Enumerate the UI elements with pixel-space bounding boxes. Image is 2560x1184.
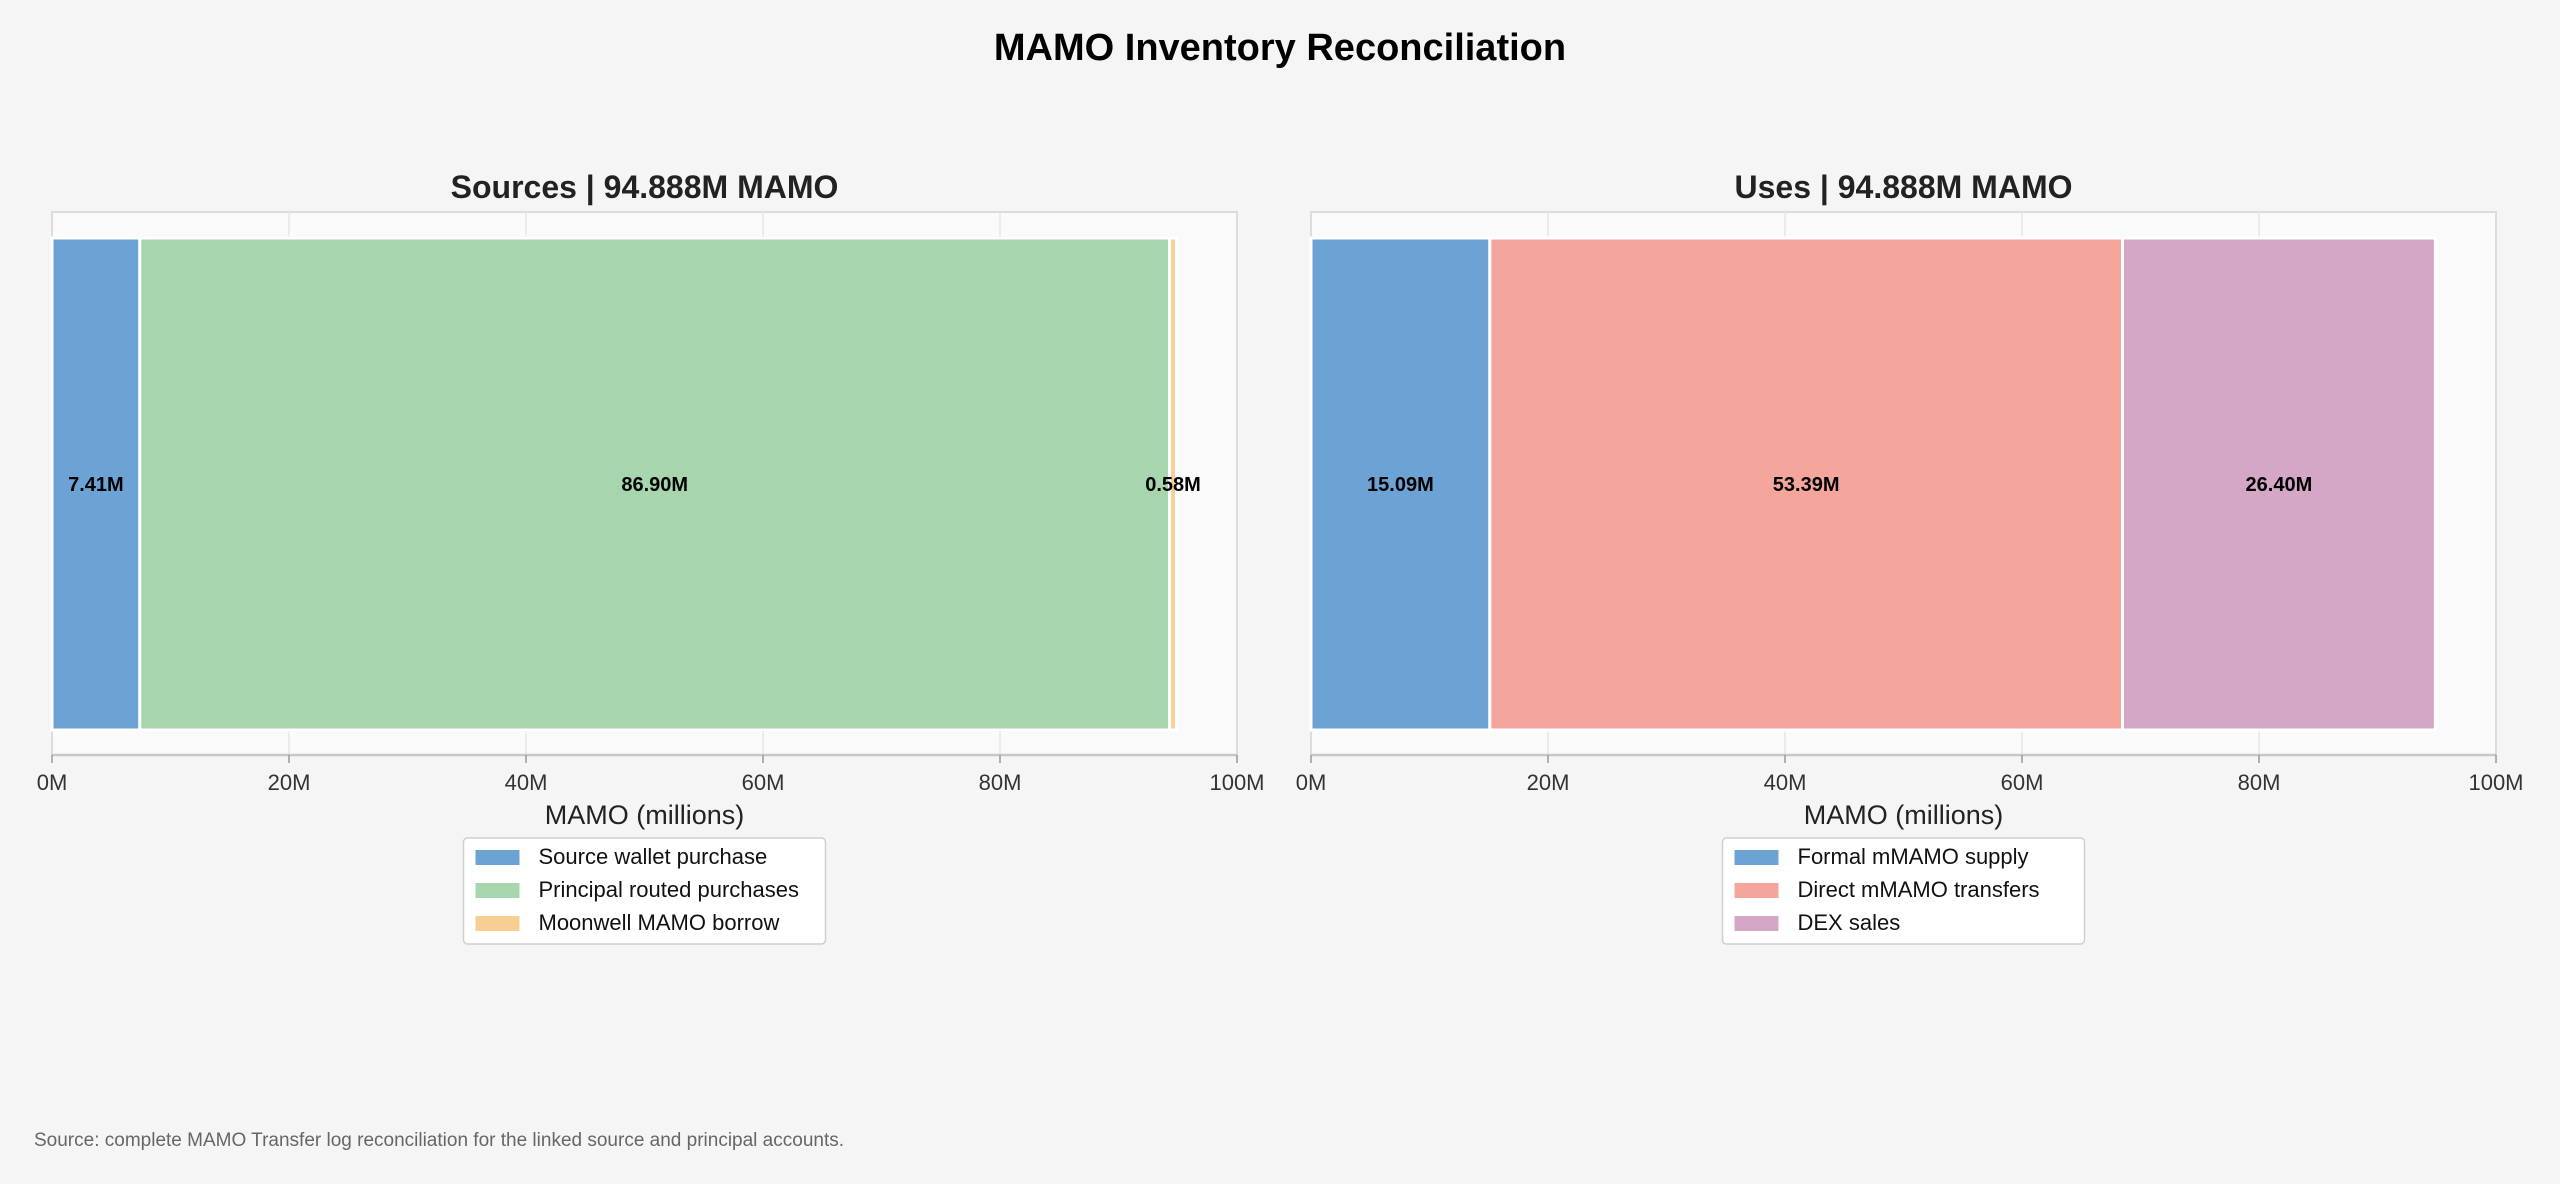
legend: Source wallet purchase Principal routed p… [462,837,827,945]
legend: Formal mMAMO supply Direct mMAMO transfer… [1721,837,2086,945]
legend-box [1721,837,2086,945]
chart-panel-1: 7.41M 86.90M 0.58M 0M 20M 40M 60M 80M 100M Source… [37,169,1265,945]
legend-label: Direct mMAMO transfers [1798,877,2040,902]
x-tick-label: 20M [1527,770,1570,795]
chart-title: MAMO Inventory Reconciliation [994,27,1566,69]
x-tick-label: 60M [742,770,785,795]
bar-segment-source-wallet-purchase [50,236,142,732]
data-label: 86.90M [621,474,688,496]
x-tick-label: 100M [1209,770,1264,795]
x-tick-label: 0M [1296,770,1327,795]
legend-box [462,837,827,945]
x-axis-label: MAMO (millions) [545,800,745,830]
panel-title: Uses | 94.888M MAMO [1735,169,2073,205]
x-tick-label: 20M [268,770,311,795]
legend-label: Principal routed purchases [539,877,799,902]
data-label: 53.39M [1773,474,1840,496]
legend-swatch [475,850,520,865]
x-tick-label: 40M [505,770,548,795]
legend-label: DEX sales [1798,910,1901,935]
bar-segment-principal-routed-purchases [138,236,1172,732]
bar-segment-dex-sales [2120,236,2437,732]
legend-swatch [1734,916,1779,931]
source-note: Source: complete MAMO Transfer log recon… [34,1130,844,1151]
data-label: 15.09M [1367,474,1434,496]
chart-panels: 7.41M 86.90M 0.58M 0M 20M 40M 60M 80M 100M Source… [37,169,2524,945]
legend-swatch [475,916,520,931]
x-tick-label: 0M [37,770,68,795]
legend-swatch [1734,883,1779,898]
legend-label: Source wallet purchase [539,844,768,869]
x-tick-label: 100M [2468,770,2523,795]
legend-label: Moonwell MAMO borrow [539,910,780,935]
data-label: 0.58M [1145,474,1201,496]
x-tick-label: 40M [1764,770,1807,795]
legend-swatch [475,883,520,898]
legend-swatch [1734,850,1779,865]
panel-title: Sources | 94.888M MAMO [451,169,839,205]
x-tick-label: 60M [2001,770,2044,795]
legend-label: Formal mMAMO supply [1798,844,2029,869]
chart-panel-2: 15.09M 53.39M 26.40M 0M 20M 40M 60M 80M 100M Uses… [1296,169,2524,945]
x-tick-label: 80M [2238,770,2281,795]
bar-segment-moonwell-mamo-borrow [1168,236,1178,732]
x-axis-label: MAMO (millions) [1804,800,2004,830]
x-tick-label: 80M [979,770,1022,795]
data-label: 26.40M [2246,474,2313,496]
bar-segment-formal-mmamo-supply [1309,236,1492,732]
data-label: 7.41M [68,474,124,496]
